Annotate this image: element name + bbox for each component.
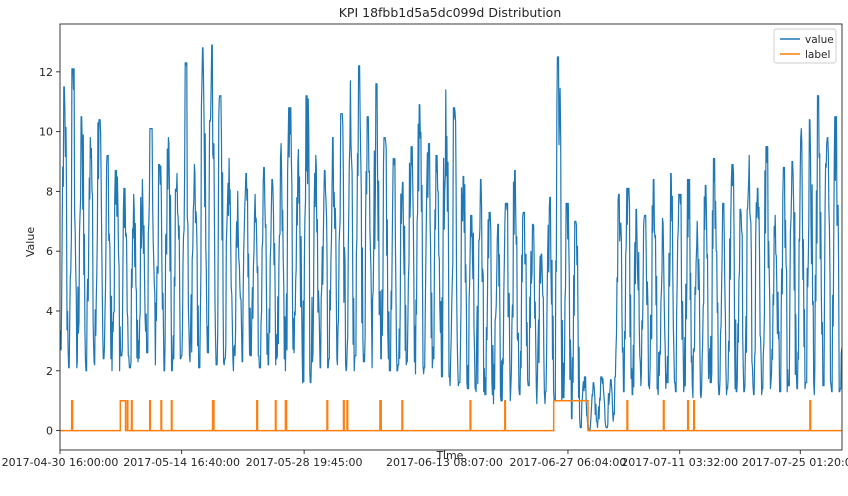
legend-label-value: value xyxy=(805,34,834,46)
x-tick-label: 2017-04-30 16:00:00 xyxy=(2,456,119,469)
axes-frame xyxy=(59,23,843,451)
x-tick-label: 2017-07-25 01:20:00 xyxy=(742,456,848,469)
y-tick-label: 0 xyxy=(46,425,53,438)
series-line-label xyxy=(60,399,842,432)
y-tick-label: 6 xyxy=(46,245,53,258)
x-tick-label: 2017-07-11 03:32:00 xyxy=(621,456,738,469)
axes: 0 2 4 6 8 10 12 2017-04-30 16:00:00 2017-05-14 1… xyxy=(2,23,848,469)
y-tick-label: 10 xyxy=(39,126,53,139)
y-tick-label: 8 xyxy=(46,185,53,198)
x-tick-label: 2017-06-13 08:07:00 xyxy=(386,456,503,469)
x-tick-label: 2017-05-28 19:45:00 xyxy=(246,456,363,469)
y-tick-label: 4 xyxy=(46,305,53,318)
x-tick-label: 2017-06-27 06:04:00 xyxy=(510,456,627,469)
x-tick-label: 2017-05-14 16:40:00 xyxy=(123,456,240,469)
y-tick-label: 12 xyxy=(39,66,53,79)
y-axis-title: Value xyxy=(24,227,37,257)
plot-area xyxy=(60,44,842,432)
x-axis-title: Time xyxy=(436,449,464,462)
y-tick-label: 2 xyxy=(46,365,53,378)
series-line-value xyxy=(60,44,842,432)
legend: value label xyxy=(773,28,837,64)
legend-label-label: label xyxy=(805,49,830,61)
chart-title: KPI 18fbb1d5a5dc099d Distribution xyxy=(339,5,562,20)
